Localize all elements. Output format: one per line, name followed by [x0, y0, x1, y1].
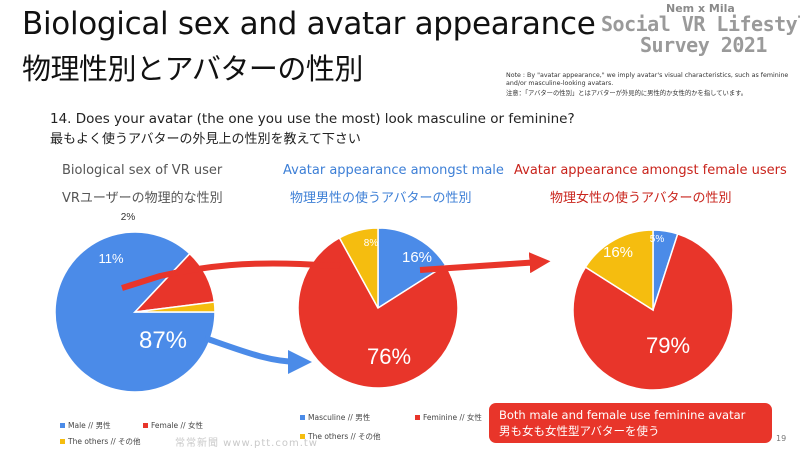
legend-swatch [143, 423, 148, 428]
note-japanese: 注意：「アバターの性別」とはアバターが外見的に男性的か女性的かを指しています。 [506, 90, 748, 97]
page-title-japanese: 物理性別とアバターの性別 [22, 52, 363, 86]
pie-data-label: 16% [402, 249, 432, 266]
pie-data-label: 5% [650, 234, 665, 245]
pie-data-label: 16% [603, 244, 633, 261]
arrow-red-2 [419, 252, 551, 274]
legend-item-female: Female // 女性 [143, 420, 203, 431]
pie-slice [572, 232, 734, 391]
pie-data-label: 76% [367, 344, 411, 369]
pie-chart-1: 87% 11% 2% [54, 212, 216, 393]
legend-label: The others // その他 [68, 437, 141, 446]
legend-swatch [415, 415, 420, 420]
brand-authors: Nem x Mila [666, 2, 735, 15]
legend-item-masculine: Masculine // 男性 [300, 412, 370, 423]
legend-label: Feminine // 女性 [423, 413, 482, 422]
arrow-blue [204, 335, 312, 374]
pie-slice [584, 229, 654, 312]
legend-item-others: The others // その他 [60, 436, 141, 447]
note-english: Note : By "avatar appearance," we imply … [506, 72, 789, 87]
page-title: Biological sex and avatar appearance [22, 6, 596, 42]
legend-label: The others // その他 [308, 432, 381, 441]
pie-slice [297, 236, 459, 389]
pie-2-subtitle: 物理男性の使うアバターの性別 [290, 191, 472, 206]
legend-item-others-2: The others // その他 [300, 431, 381, 442]
pie-1-title: Biological sex of VR user [62, 163, 223, 178]
conclusion-callout: Both male and female use feminine avatar… [489, 403, 772, 443]
brand-logo-line-1: Social VR Lifestyle [601, 12, 800, 36]
legend-item-male: Male // 男性 [60, 420, 111, 431]
legend-label: Female // 女性 [151, 421, 203, 430]
pie-1-subtitle: VRユーザーの物理的な性別 [62, 191, 223, 206]
legend-swatch [60, 423, 65, 428]
legend-label: Male // 男性 [68, 421, 111, 430]
pie-slice [377, 227, 447, 310]
brand-logo-line-2: Survey 2021 [640, 33, 767, 57]
callout-japanese: 男も女も女性型アバターを使う [499, 424, 660, 438]
pie-data-label: 2% [121, 212, 136, 223]
question-japanese: 最もよく使うアバターの外見上の性別を教えて下さい [50, 132, 361, 147]
watermark: 常常新聞 www.ptt.com.tw [175, 438, 318, 449]
legend-swatch [60, 439, 65, 444]
pie-slice [134, 301, 216, 313]
question-english: 14. Does your avatar (the one you use th… [50, 111, 575, 127]
arrow-red [121, 260, 341, 291]
pie-data-label: 8% [364, 238, 379, 249]
pie-data-label: 11% [98, 251, 123, 266]
legend-swatch [300, 434, 305, 439]
legend-item-feminine: Feminine // 女性 [415, 412, 482, 423]
pie-data-label: 87% [139, 327, 187, 354]
callout-english: Both male and female use feminine avatar [499, 408, 746, 422]
pie-chart-2: 16% 76% 8% [297, 227, 459, 389]
legend-swatch [300, 415, 305, 420]
pie-3-title: Avatar appearance amongst female users [514, 163, 787, 178]
page-number: 19 [776, 434, 787, 443]
pie-2-title: Avatar appearance amongst male [283, 163, 504, 178]
pie-data-label: 79% [646, 333, 690, 358]
pie-slice [338, 227, 379, 309]
pie-3-subtitle: 物理女性の使うアバターの性別 [550, 191, 732, 206]
legend-label: Masculine // 男性 [308, 413, 371, 422]
pie-chart-3: 5% 79% 16% [572, 229, 734, 391]
